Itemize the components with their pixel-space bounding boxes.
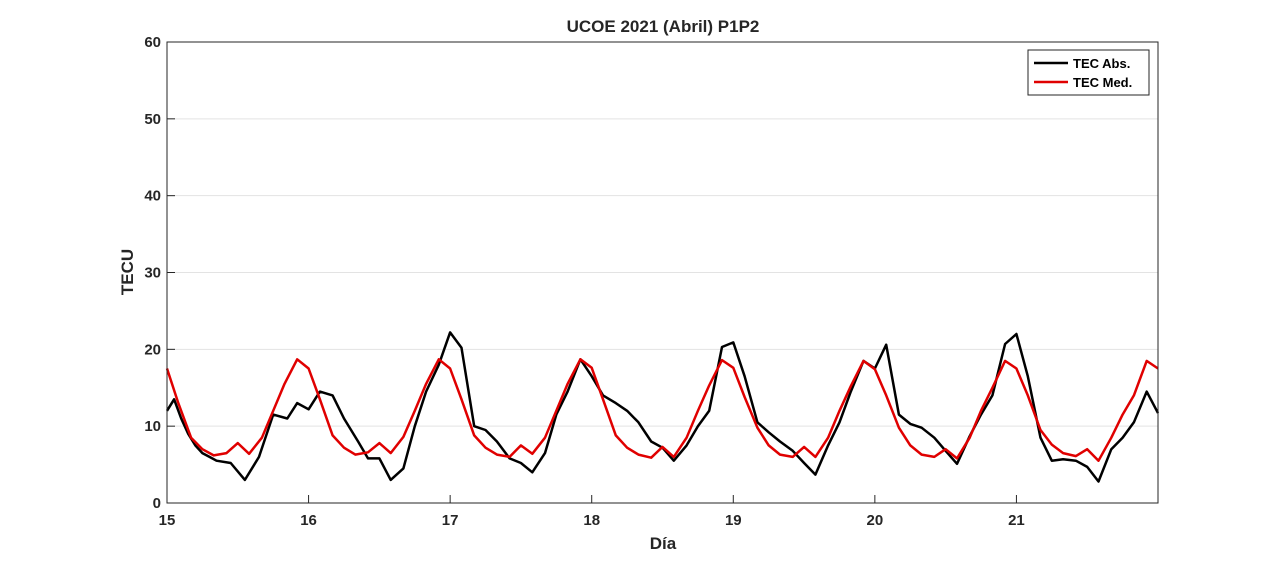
x-tick-label: 21 xyxy=(1008,512,1025,529)
chart-title: UCOE 2021 (Abril) P1P2 xyxy=(567,17,760,36)
x-tick-label: 18 xyxy=(583,512,600,529)
y-tick-label: 20 xyxy=(144,341,161,358)
series-line-tec-abs xyxy=(165,331,1160,483)
series-line-tec-med xyxy=(165,358,1159,462)
y-tick-label: 60 xyxy=(144,34,161,51)
y-tick-label: 40 xyxy=(144,188,161,205)
y-axis-label: TECU xyxy=(118,249,137,295)
x-tick-label: 17 xyxy=(442,512,459,529)
x-tick-label: 15 xyxy=(159,512,176,529)
legend: TEC Abs. TEC Med. xyxy=(1027,49,1150,96)
x-axis-label: Día xyxy=(650,534,677,553)
legend-box xyxy=(1027,49,1150,96)
grid-lines xyxy=(167,118,1158,427)
y-tick-label: 50 xyxy=(144,111,161,128)
y-axis-ticks: 0 10 20 30 40 50 60 xyxy=(144,34,175,512)
legend-label-tec-med: TEC Med. xyxy=(1073,75,1132,90)
x-tick-label: 16 xyxy=(300,512,317,529)
y-tick-label: 30 xyxy=(144,265,161,282)
legend-label-tec-abs: TEC Abs. xyxy=(1073,56,1130,71)
y-tick-label: 0 xyxy=(153,495,161,512)
x-tick-label: 20 xyxy=(867,512,884,529)
y-tick-label: 10 xyxy=(144,418,161,435)
series-layer xyxy=(165,331,1160,483)
x-axis-ticks: 15 16 17 18 19 20 21 xyxy=(159,495,1025,529)
x-tick-label: 19 xyxy=(725,512,742,529)
